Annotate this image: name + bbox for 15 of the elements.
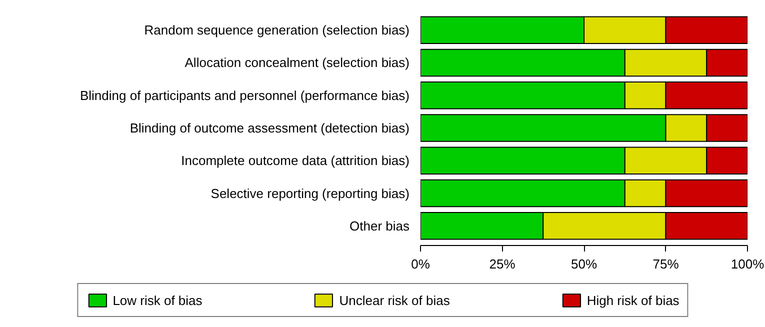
legend-label: Unclear risk of bias [339,292,450,308]
x-tick-label: 100% [730,256,765,272]
y-tick-label: Incomplete outcome data (attrition bias) [181,153,410,168]
legend-label: Low risk of bias [112,292,202,308]
x-tick-label: 75% [652,256,680,272]
legend-label: High risk of bias [586,292,680,308]
y-tick-label: Blinding of outcome assessment (detection bias) [130,120,410,136]
y-tick-label: Blinding of participants and personnel (performance bias) [80,88,410,103]
y-tick-label: Selective reporting (reporting bias) [210,186,410,201]
x-tick-label: 50% [570,256,598,272]
y-tick-label: Other bias [350,218,410,234]
x-tick-label: 0% [411,256,430,272]
y-tick-label: Allocation concealment (selection bias) [184,55,410,70]
y-tick-label: Random sequence generation (selection bias) [144,22,410,38]
x-tick-label: 25% [489,256,516,272]
